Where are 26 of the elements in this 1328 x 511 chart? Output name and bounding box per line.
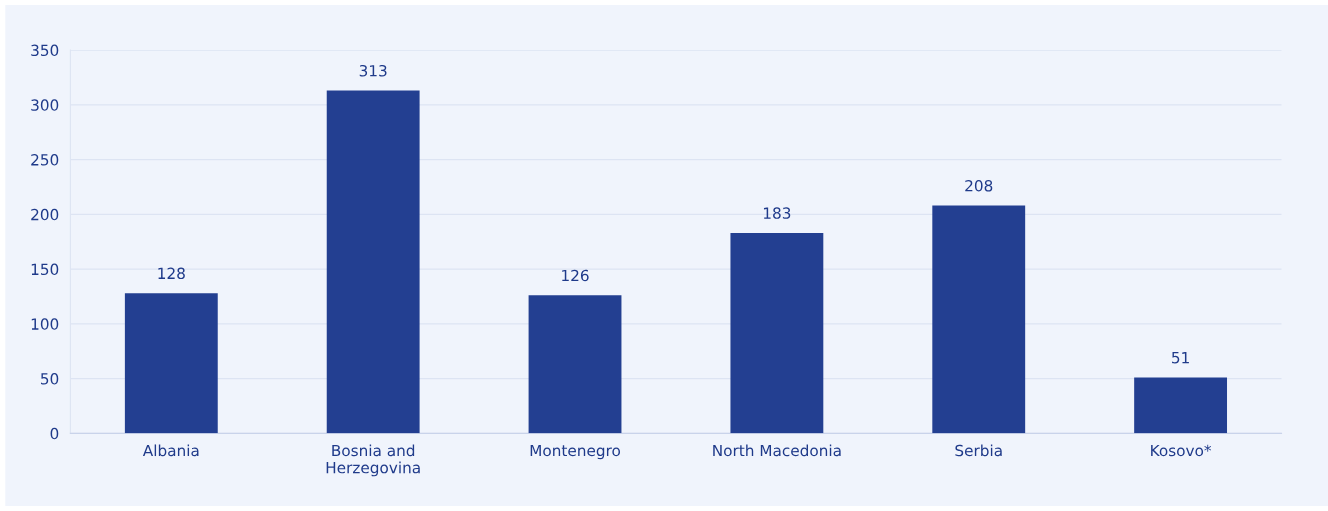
x-tick-label: Kosovo* bbox=[1151, 444, 1212, 457]
y-tick-label: 300 bbox=[31, 99, 59, 111]
data-label: 183 bbox=[763, 207, 791, 219]
bar bbox=[730, 232, 824, 434]
bar bbox=[124, 293, 218, 434]
y-tick-label: 200 bbox=[31, 208, 59, 221]
x-tick-label: Serbia bbox=[955, 444, 1002, 457]
x-tick-label: Bosnia and Herzegovina bbox=[326, 444, 420, 477]
y-tick-label: 100 bbox=[31, 318, 59, 330]
bar bbox=[528, 295, 622, 434]
y-tick-label: 250 bbox=[31, 154, 59, 166]
x-tick-label: Albania bbox=[142, 444, 199, 457]
data-label: 208 bbox=[965, 179, 993, 192]
bar bbox=[1134, 377, 1228, 434]
data-label: 126 bbox=[562, 269, 589, 282]
bar bbox=[932, 205, 1026, 434]
y-tick-label: 150 bbox=[31, 263, 59, 276]
y-tick-label: 0 bbox=[50, 427, 59, 440]
data-label: 313 bbox=[359, 64, 387, 77]
y-tick-label: 350 bbox=[31, 44, 59, 57]
data-label: 128 bbox=[158, 267, 185, 280]
data-label: 51 bbox=[1172, 352, 1189, 364]
x-tick-label: Montenegro bbox=[530, 444, 621, 460]
y-tick-label: 50 bbox=[41, 373, 59, 385]
x-tick-label: North Macedonia bbox=[713, 444, 841, 457]
bar bbox=[326, 90, 420, 434]
